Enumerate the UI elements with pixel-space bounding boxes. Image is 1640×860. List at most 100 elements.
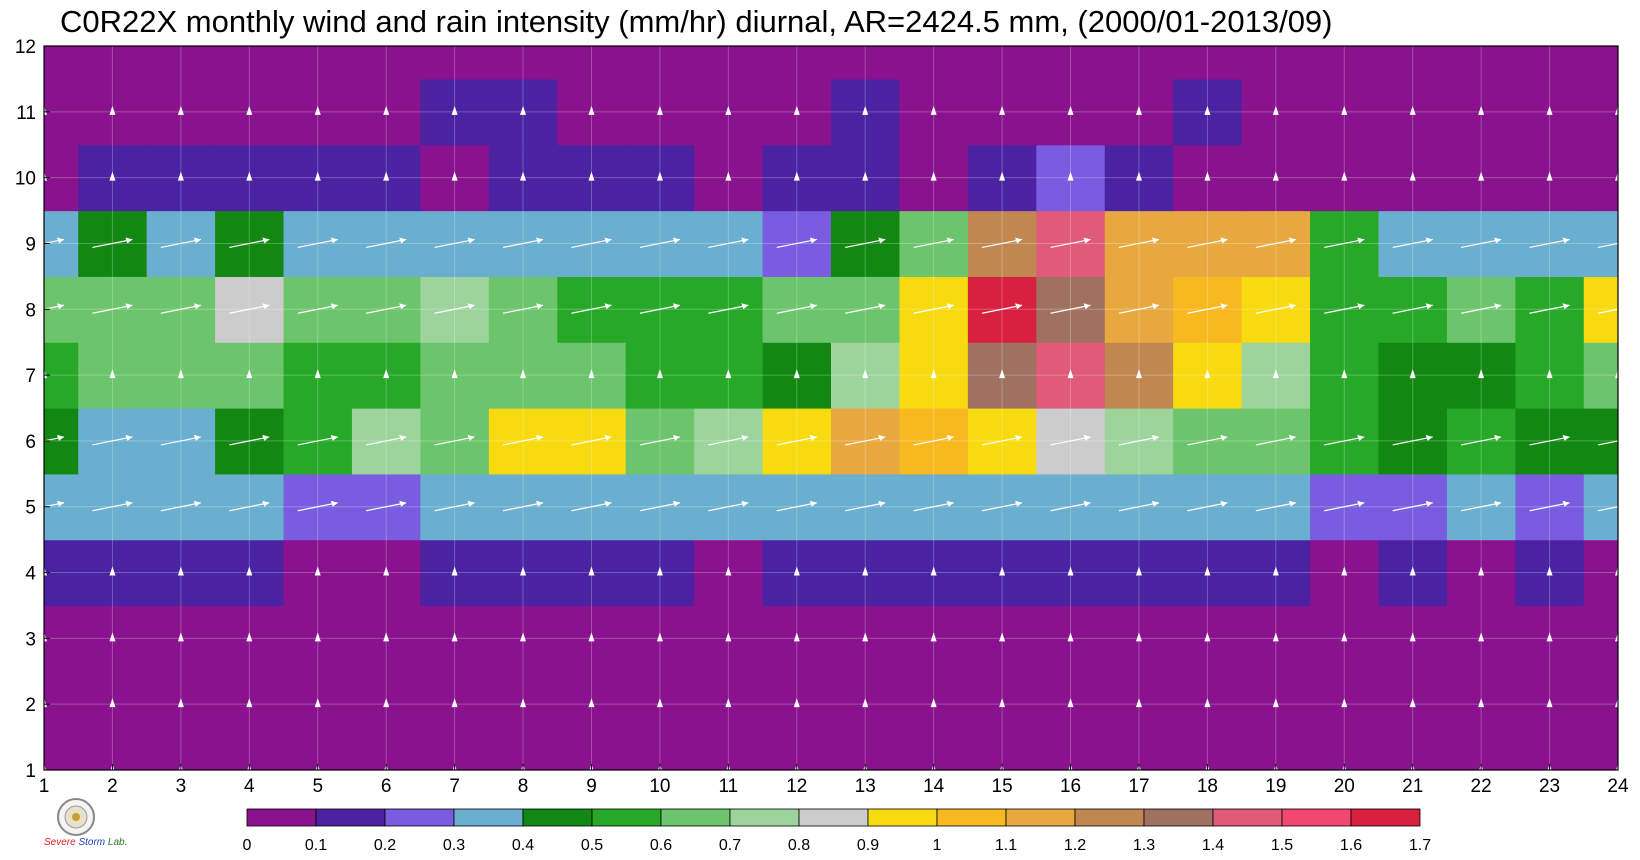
wind-arrow-head xyxy=(399,500,407,507)
wind-arrow-small xyxy=(1135,171,1142,181)
wind-arrow xyxy=(160,238,201,249)
wind-arrow-small xyxy=(451,105,458,115)
colorbar-label: 0.3 xyxy=(443,837,465,854)
wind-arrow xyxy=(160,304,201,314)
wind-arrow xyxy=(1255,436,1296,446)
wind-arrow-head xyxy=(1631,500,1638,507)
wind-arrow xyxy=(92,238,133,249)
wind-arrow-small xyxy=(1204,566,1211,576)
wind-arrow-head xyxy=(467,303,475,310)
wind-arrow-small xyxy=(999,632,1006,642)
colorbar-swatch xyxy=(384,808,455,827)
wind-arrow xyxy=(1255,502,1296,512)
wind-arrow-small xyxy=(520,566,527,576)
wind-arrow-small xyxy=(656,105,663,115)
x-tick-label: 18 xyxy=(1197,776,1218,797)
heatmap-cell xyxy=(283,46,353,80)
wind-arrow xyxy=(913,502,954,512)
colorbar-swatch xyxy=(660,808,731,827)
wind-arrow xyxy=(297,436,338,446)
logo-severe: Severe xyxy=(44,837,76,848)
wind-arrow-head xyxy=(1494,434,1502,441)
colorbar-swatch xyxy=(591,808,662,827)
colorbar-label: 1.1 xyxy=(995,837,1017,854)
x-tick-label: 20 xyxy=(1334,776,1355,797)
colorbar-label: 0.5 xyxy=(581,837,603,854)
wind-arrow-head xyxy=(1083,500,1091,507)
wind-arrow-small xyxy=(930,632,937,642)
plot-frame xyxy=(43,45,1619,771)
wind-arrow xyxy=(571,436,612,446)
x-tick-label: 16 xyxy=(1060,776,1081,797)
wind-arrow-small xyxy=(1409,369,1416,379)
wind-arrow xyxy=(1461,436,1502,446)
x-tick-label: 9 xyxy=(586,776,597,797)
wind-arrow-small xyxy=(862,632,869,642)
wind-arrow-small xyxy=(451,171,458,181)
heatmap-cell xyxy=(1583,737,1618,770)
wind-arrow xyxy=(1461,502,1502,512)
wind-arrow-small xyxy=(383,369,390,379)
wind-arrow xyxy=(1392,502,1433,512)
wind-arrow-small xyxy=(725,698,732,708)
lab-logo: Severe Storm Lab. xyxy=(44,797,127,857)
wind-arrow-small xyxy=(177,566,184,576)
heatmap-cell xyxy=(1583,342,1618,409)
wind-arrow xyxy=(1187,502,1228,512)
wind-arrow-small xyxy=(793,369,800,379)
wind-arrow-small xyxy=(1478,698,1485,708)
x-tick-label: 6 xyxy=(381,776,392,797)
wind-arrow-head xyxy=(262,303,270,310)
wind-arrow-head xyxy=(1015,237,1023,244)
heatmap-cell xyxy=(1104,46,1174,80)
wind-arrow xyxy=(229,238,270,249)
wind-arrow-small xyxy=(1546,105,1553,115)
x-tick-label: 11 xyxy=(718,776,738,797)
wind-arrow-small xyxy=(930,171,937,181)
wind-arrow-small xyxy=(1341,566,1348,576)
wind-arrow-small xyxy=(588,632,595,642)
wind-arrow-small xyxy=(1204,632,1211,642)
heatmap-cell xyxy=(694,46,764,80)
wind-arrow-head xyxy=(604,303,612,310)
wind-arrow-head xyxy=(262,237,270,244)
x-tick-label: 12 xyxy=(786,776,807,797)
x-tick-label: 1 xyxy=(39,776,50,797)
wind-arrow-head xyxy=(262,500,270,507)
x-tick-label: 21 xyxy=(1402,776,1423,797)
wind-arrow-head xyxy=(946,303,954,310)
x-tick-label: 22 xyxy=(1471,776,1492,797)
heatmap-cell xyxy=(1583,210,1618,277)
wind-arrow-head xyxy=(193,500,201,507)
wind-arrow xyxy=(1187,238,1228,249)
chart-title: C0R22X monthly wind and rain intensity (… xyxy=(60,4,1333,39)
wind-arrow-head xyxy=(1631,434,1638,441)
wind-arrow-small xyxy=(1272,566,1279,576)
colorbar-label: 1.6 xyxy=(1340,837,1362,854)
wind-arrow-small xyxy=(930,369,937,379)
wind-arrow-small xyxy=(930,105,937,115)
wind-arrow-small xyxy=(793,171,800,181)
wind-arrow-head xyxy=(1288,303,1296,310)
wind-arrow-head xyxy=(1631,303,1638,310)
wind-arrow-small xyxy=(1478,632,1485,642)
wind-arrow-small xyxy=(1135,566,1142,576)
wind-arrow xyxy=(1050,502,1091,512)
wind-arrow-head xyxy=(1288,434,1296,441)
wind-arrow-small xyxy=(930,566,937,576)
wind-arrow-small xyxy=(793,632,800,642)
wind-arrow xyxy=(776,238,817,249)
wind-arrow-small xyxy=(383,171,390,181)
wind-arrow-small xyxy=(520,369,527,379)
x-axis: 1 2 3 4 5 6 7 8 9 10 11 12 13 14 15 16 17 18 19 20 21 22 23 24 xyxy=(39,764,1629,797)
wind-arrow xyxy=(1324,436,1365,446)
y-tick-label: 1 xyxy=(25,761,36,782)
wind-arrow xyxy=(1529,238,1570,249)
wind-arrow xyxy=(297,238,338,249)
x-tick-label: 23 xyxy=(1539,776,1560,797)
heatmap-cell xyxy=(1583,408,1618,475)
heatmap-cell xyxy=(625,46,695,80)
colorbar-swatch xyxy=(1074,808,1145,827)
wind-arrow-small xyxy=(999,698,1006,708)
